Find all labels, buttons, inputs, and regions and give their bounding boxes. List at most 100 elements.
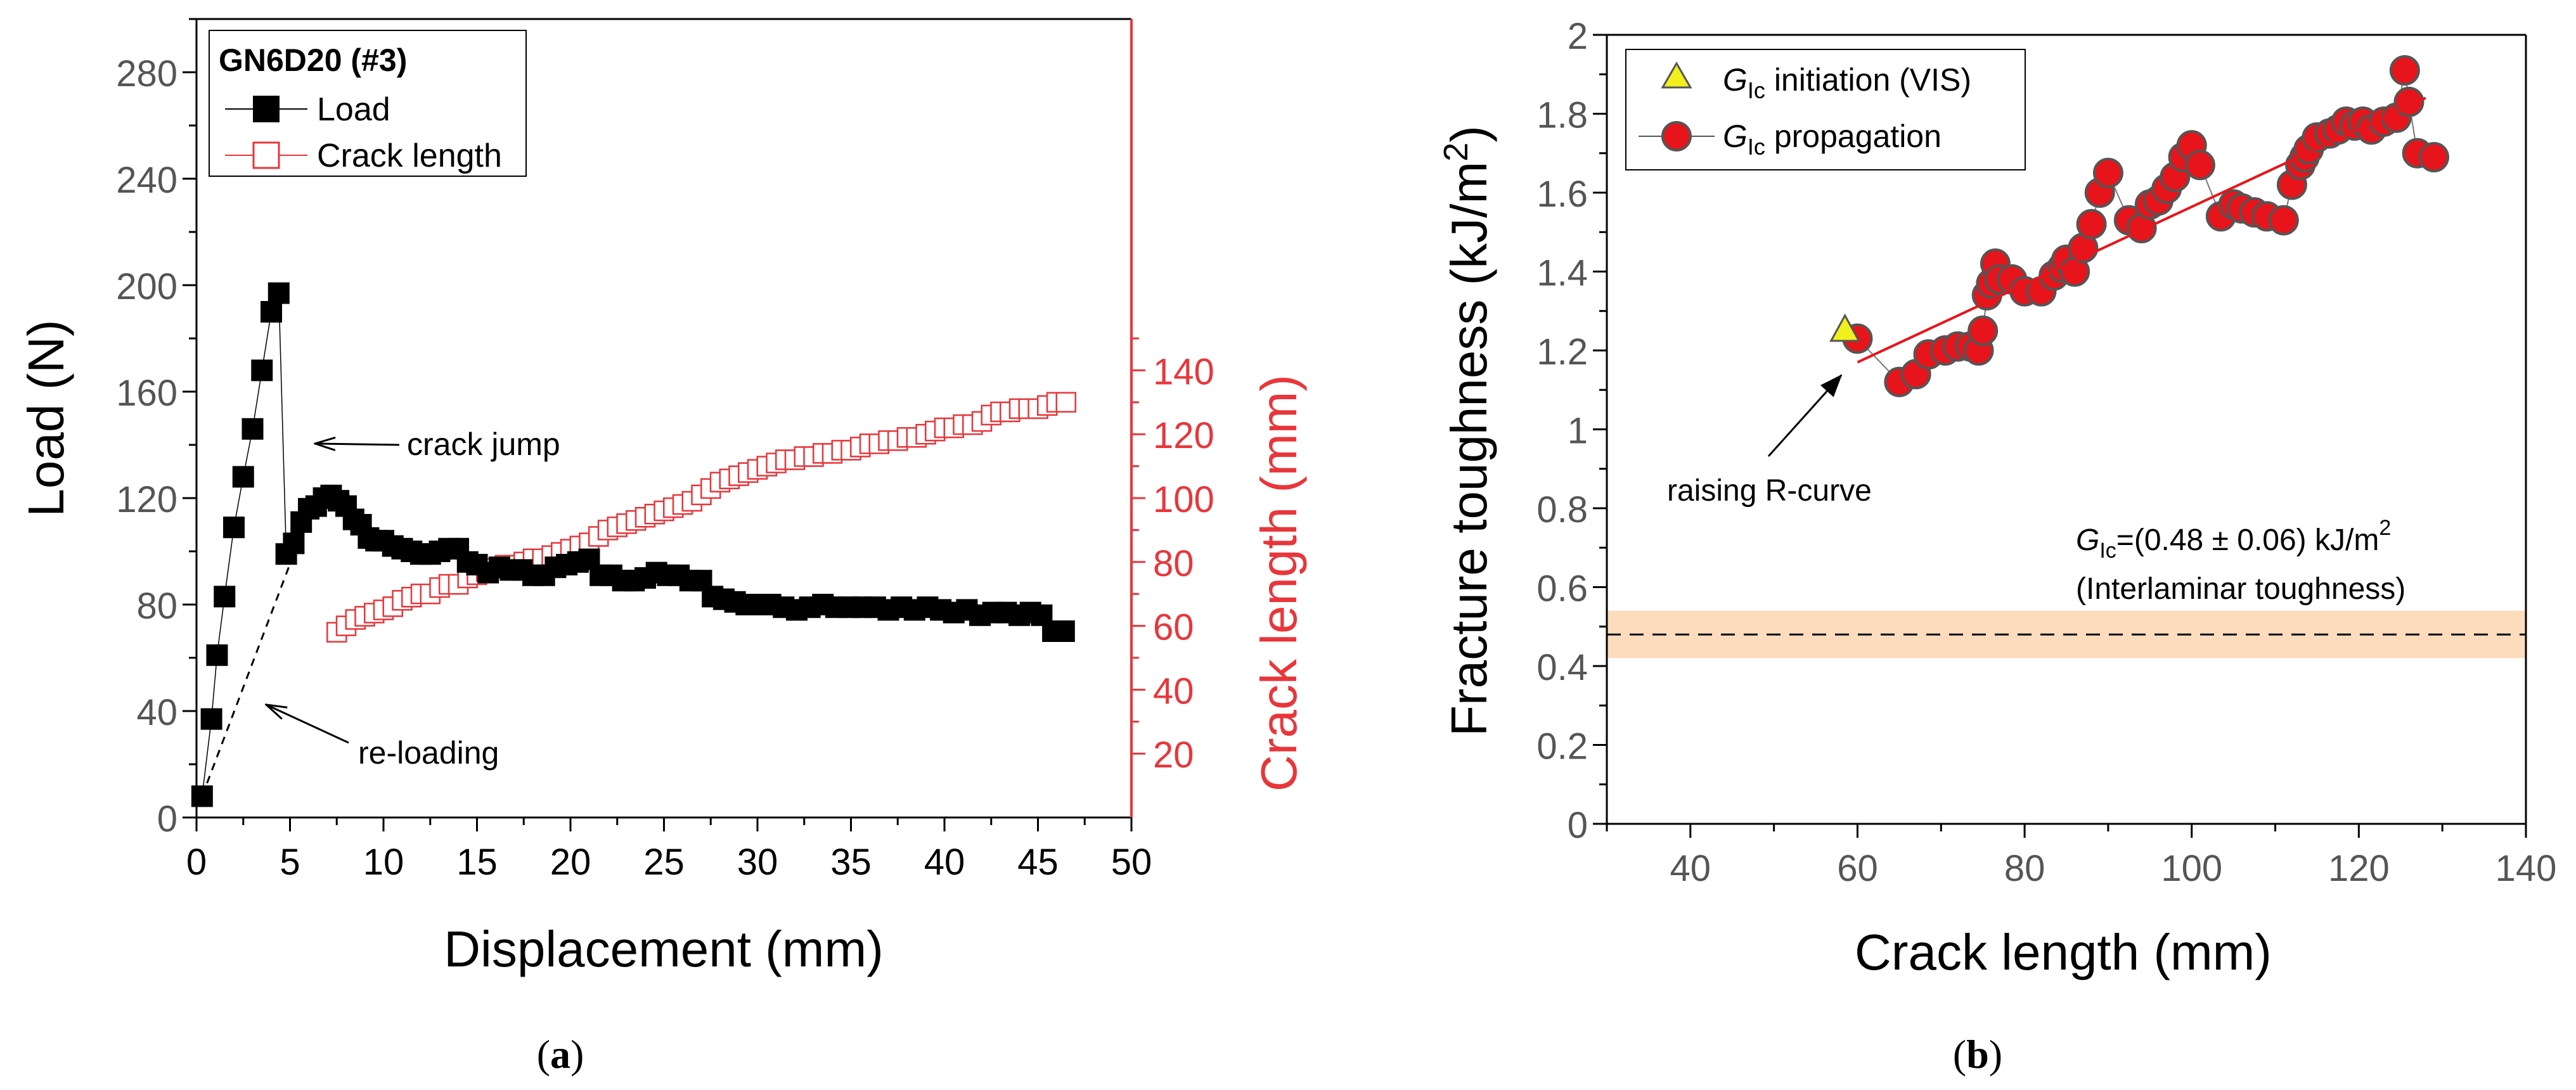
x-tick-label: 20: [550, 842, 591, 883]
panel-b-legend-box: [1625, 49, 2026, 170]
raising-r-curve-arrow: [1767, 374, 1843, 458]
panel-a-caption-letter: a: [550, 1032, 570, 1077]
y-tick-label: 1.2: [1536, 331, 1588, 373]
gic-propagation-point: [2076, 208, 2107, 240]
x-tick-label: 40: [1670, 848, 1711, 889]
y-tick-label: 0.2: [1536, 726, 1588, 767]
panel-a-caption: (a): [537, 1032, 584, 1077]
gic-propagation-point: [2092, 157, 2123, 188]
panel-b: 40 60 80 100 120 140 0 0.2 0.4 0.6 0.8 1 1.2 1.4 1.6 1.…: [1437, 16, 2556, 1077]
legend-crack-label: Crack length: [317, 138, 502, 174]
x-tick-label: 40: [924, 842, 965, 883]
x-tick-label: 80: [2004, 848, 2045, 889]
raising-r-curve-label: raising R-curve: [1667, 474, 1872, 508]
panel-b-legend: GIc initiation (VIS) GIc propagation: [1625, 49, 2026, 170]
load-point: [223, 516, 245, 539]
x-tick-label: 45: [1017, 842, 1059, 883]
load-point: [251, 359, 273, 382]
panel-a-right-axis-title: Crack length (mm): [1251, 375, 1307, 792]
legend-crack-marker: [252, 141, 280, 169]
gic-propagation-point: [2419, 141, 2449, 172]
re-loading-label: re-loading: [358, 735, 499, 771]
legend-initiation-label: GIc initiation (VIS): [1723, 62, 1971, 103]
load-point: [214, 586, 236, 608]
x-tick-label: 0: [186, 842, 207, 883]
load-point: [200, 708, 222, 730]
y-right-tick-label: 20: [1153, 734, 1194, 776]
svg-text:(a): (a): [537, 1032, 584, 1077]
y-tick-label: 1: [1568, 411, 1588, 452]
y-right-tick-label: 100: [1153, 479, 1214, 520]
panel-a-legend-title: GN6D20 (#3): [219, 42, 407, 78]
legend-initiation-marker: [1661, 61, 1692, 89]
y-left-tick-label: 240: [116, 160, 177, 201]
y-right-tick-label: 60: [1153, 607, 1194, 648]
gic-initiation-point: [1829, 313, 1861, 342]
gic-linear-fit-line: [1857, 96, 2426, 364]
y-left-tick-label: 80: [136, 586, 177, 627]
y-right-tick-label: 40: [1153, 670, 1194, 712]
panel-b-y-axis-title: Fracture toughness (kJ/m2): [1437, 125, 1497, 736]
x-tick-label: 140: [2496, 848, 2557, 889]
y-right-tick-label: 120: [1153, 415, 1214, 456]
panel-a-left-axis-title: Load (N): [18, 319, 74, 516]
y-tick-label: 1.6: [1536, 174, 1588, 215]
x-tick-label: 100: [2161, 848, 2222, 889]
load-point: [283, 532, 305, 555]
x-tick-label: 30: [737, 842, 778, 883]
x-tick-label: 35: [830, 842, 872, 883]
panel-a: 0 5 10 15 20 25 30 35 40 45 50 0 40 80 120 160 200 240 280…: [18, 18, 1307, 1077]
x-tick-label: 5: [280, 842, 300, 883]
crack-length-series: [326, 392, 1076, 643]
y-tick-label: 1.4: [1536, 253, 1588, 294]
y-tick-label: 1.8: [1536, 95, 1588, 136]
gic-initiation-series: [1829, 313, 1861, 342]
y-tick-label: 0.6: [1536, 568, 1588, 610]
y-left-tick-label: 280: [116, 53, 177, 94]
gic-propagation-point: [2268, 205, 2299, 236]
x-tick-label: 60: [1837, 848, 1878, 889]
interlaminar-value-label: GIc=(0.48 ± 0.06) kJ/m2: [2076, 516, 2391, 563]
crack-length-point: [1055, 392, 1076, 413]
x-tick-label: 120: [2328, 848, 2390, 889]
panel-b-caption-letter: b: [1966, 1032, 1989, 1077]
panel-a-legend: GN6D20 (#3) Load Crack length: [209, 30, 527, 177]
x-tick-label: 10: [363, 842, 404, 883]
load-series: [191, 282, 1075, 807]
re-loading-arrow: [266, 705, 349, 744]
panel-b-x-axis-title: Crack length (mm): [1855, 924, 2272, 980]
load-point: [242, 418, 264, 440]
y-left-tick-label: 200: [116, 266, 177, 307]
panel-a-x-axis-title: Displacement (mm): [444, 921, 883, 977]
legend-load-marker: [253, 96, 280, 122]
crack-jump-arrow: [315, 444, 400, 445]
gic-propagation-point: [2389, 55, 2420, 86]
load-point: [267, 282, 290, 304]
y-right-tick-label: 80: [1153, 543, 1194, 584]
y-tick-label: 0.8: [1536, 489, 1588, 530]
legend-propagation-marker: [1661, 121, 1692, 151]
gic-propagation-point: [1967, 315, 1999, 346]
x-tick-label: 15: [456, 842, 498, 883]
load-point: [1053, 620, 1075, 642]
svg-text:(b): (b): [1953, 1032, 2002, 1077]
gic-propagation-point: [2184, 150, 2215, 181]
y-left-tick-label: 160: [116, 373, 177, 414]
x-tick-label: 25: [643, 842, 685, 883]
load-point: [261, 301, 282, 323]
y-tick-label: 0: [1568, 805, 1588, 846]
load-point: [206, 644, 228, 666]
crack-jump-label: crack jump: [407, 426, 560, 462]
panel-b-caption: (b): [1953, 1032, 2002, 1077]
y-tick-label: 0.4: [1536, 647, 1588, 688]
y-right-tick-label: 140: [1153, 351, 1214, 392]
legend-propagation-label: GIc propagation: [1723, 119, 1942, 160]
re-loading-line: [201, 553, 295, 797]
y-left-tick-label: 120: [116, 479, 177, 520]
legend-load-label: Load: [317, 91, 390, 128]
load-point: [232, 466, 254, 488]
interlaminar-description-label: (Interlaminar toughness): [2076, 572, 2405, 606]
y-left-tick-label: 40: [136, 692, 177, 733]
x-tick-label: 50: [1111, 842, 1152, 883]
